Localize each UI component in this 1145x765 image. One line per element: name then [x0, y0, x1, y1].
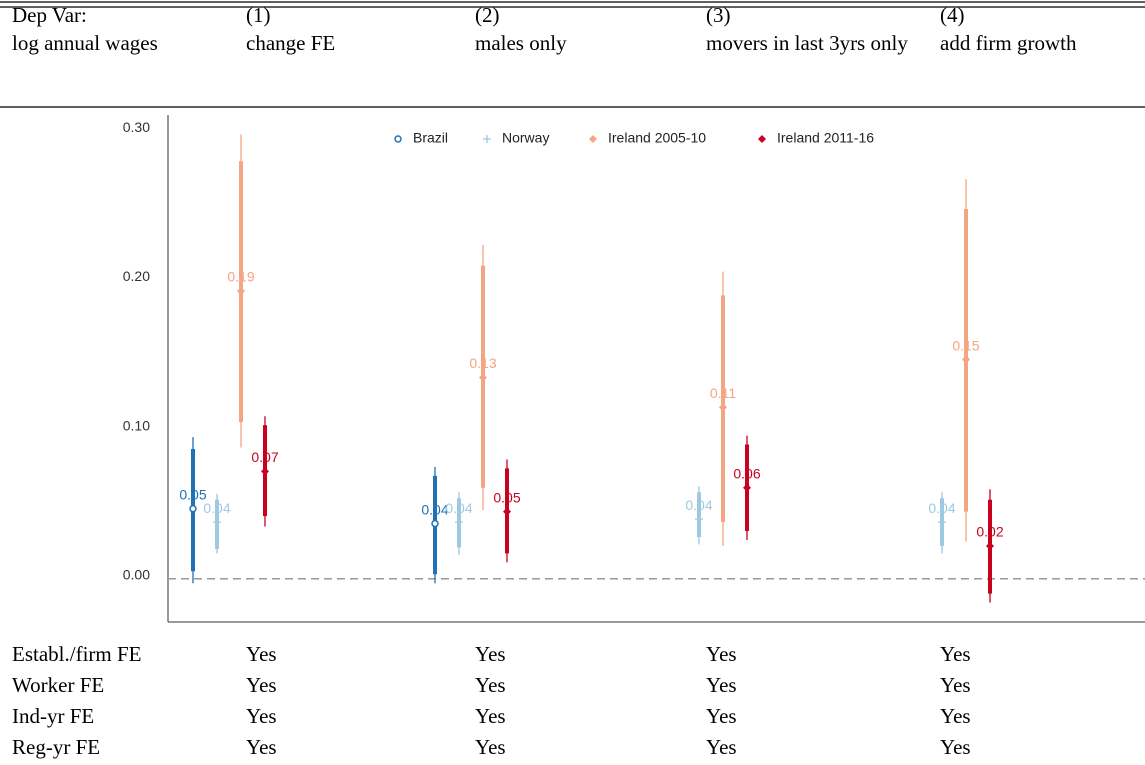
marker: [483, 135, 491, 143]
table-cell: Yes: [246, 704, 277, 728]
table-cell: Yes: [706, 735, 737, 759]
table-cell: Ind-yr FE: [12, 704, 95, 728]
y-tick-label: 0.30: [123, 119, 150, 135]
table-cell: change FE: [246, 31, 336, 55]
table-cell: log annual wages: [12, 31, 158, 55]
value-label: 0.07: [251, 449, 278, 465]
table-cell: Yes: [706, 673, 737, 697]
marker: [986, 541, 994, 550]
marker: [695, 515, 703, 524]
table-cell: Worker FE: [12, 673, 105, 697]
legend-label: Brazil: [413, 130, 448, 146]
value-label: 0.13: [469, 355, 496, 371]
table-cell: Yes: [246, 735, 277, 759]
value-label: 0.05: [493, 489, 520, 505]
value-label: 0.11: [710, 385, 736, 401]
marker: [189, 504, 197, 513]
table-cell: (1): [246, 3, 271, 27]
marker: [589, 135, 597, 143]
table-cell: (2): [475, 3, 500, 27]
marker: [479, 373, 487, 382]
table-cell: Yes: [940, 735, 971, 759]
legend-label: Ireland 2011-16: [777, 130, 874, 146]
marker: [394, 135, 402, 143]
value-label: 0.19: [227, 269, 254, 285]
table-cell: Establ./firm FE: [12, 642, 142, 666]
table-cell: males only: [475, 31, 567, 55]
legend-label: Norway: [502, 130, 549, 146]
marker: [743, 483, 751, 492]
table-cell: Yes: [706, 704, 737, 728]
value-label: 0.06: [733, 465, 760, 481]
table-cell: add firm growth: [940, 31, 1077, 55]
marker: [237, 286, 245, 295]
marker: [455, 518, 463, 527]
y-tick-label: 0.10: [123, 417, 150, 433]
table-cell: Yes: [940, 642, 971, 666]
value-label: 0.04: [685, 497, 712, 513]
table-cell: Yes: [475, 704, 506, 728]
value-label: 0.04: [445, 500, 472, 516]
value-label: 0.02: [976, 524, 1003, 540]
value-label: 0.05: [179, 486, 206, 502]
marker: [213, 518, 221, 527]
marker: [431, 519, 439, 528]
table-cell: Yes: [706, 642, 737, 666]
value-label: 0.04: [421, 501, 448, 517]
marker: [758, 135, 766, 143]
table-cell: Yes: [940, 673, 971, 697]
table-cell: Yes: [475, 642, 506, 666]
table-cell: (3): [706, 3, 731, 27]
value-label: 0.04: [203, 500, 230, 516]
table-cell: Reg-yr FE: [12, 735, 101, 759]
marker: [962, 355, 970, 364]
table-cell: movers in last 3yrs only: [706, 31, 908, 55]
marker: [719, 403, 727, 412]
table-cell: (4): [940, 3, 965, 27]
table-cell: Yes: [475, 735, 506, 759]
table-cell: Yes: [246, 673, 277, 697]
value-label: 0.04: [928, 500, 955, 516]
table-cell: Yes: [246, 642, 277, 666]
table-cell: Yes: [940, 704, 971, 728]
table-cell: Yes: [475, 673, 506, 697]
marker: [938, 518, 946, 527]
value-label: 0.15: [952, 337, 979, 353]
y-tick-label: 0.20: [123, 268, 150, 284]
y-tick-label: 0.00: [123, 566, 150, 582]
table-cell: Dep Var:: [12, 3, 87, 27]
marker: [261, 467, 269, 476]
marker: [503, 507, 511, 516]
legend-label: Ireland 2005-10: [608, 130, 706, 146]
